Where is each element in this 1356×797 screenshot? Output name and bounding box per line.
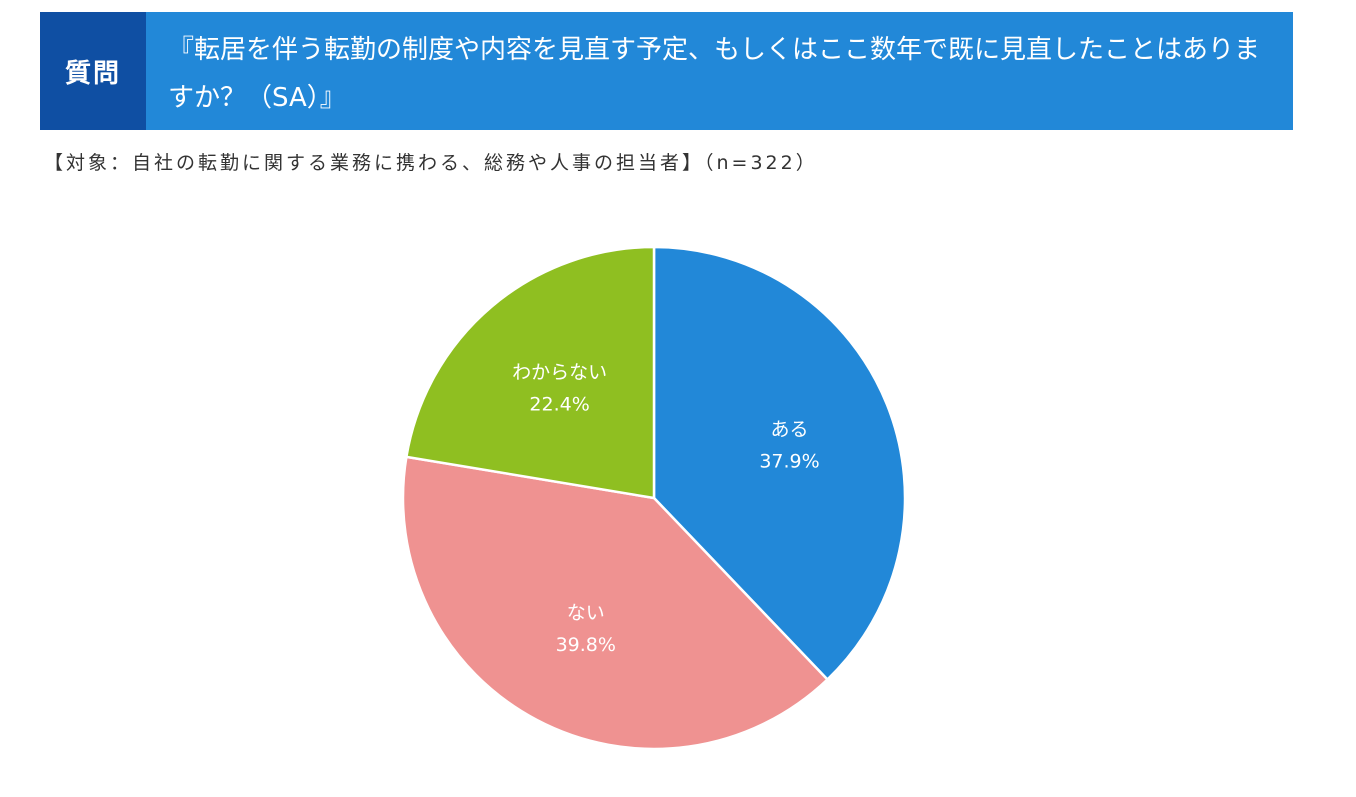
question-header: 質問 『転居を伴う転勤の制度や内容を見直す予定、もしくはここ数年で既に見直したこ… <box>40 12 1293 130</box>
question-text: 『転居を伴う転勤の制度や内容を見直す予定、もしくはここ数年で既に見直したことはあ… <box>146 12 1293 130</box>
pie-slice-1 <box>652 245 907 682</box>
slice-category-label: わからない <box>512 362 607 384</box>
slice-value-label: 39.8% <box>556 634 616 656</box>
pie-slice-2 <box>401 455 830 751</box>
pie-slice-3 <box>404 245 656 500</box>
slice-category-label: ない <box>567 602 605 624</box>
survey-target-note: 【対象：自社の転勤に関する業務に携わる、総務や人事の担当者】（n=322） <box>44 152 818 174</box>
slice-value-label: 37.9% <box>759 451 819 473</box>
question-tag: 質問 <box>40 12 146 130</box>
slice-category-label: ある <box>771 419 809 441</box>
slice-value-label: 22.4% <box>529 394 589 416</box>
